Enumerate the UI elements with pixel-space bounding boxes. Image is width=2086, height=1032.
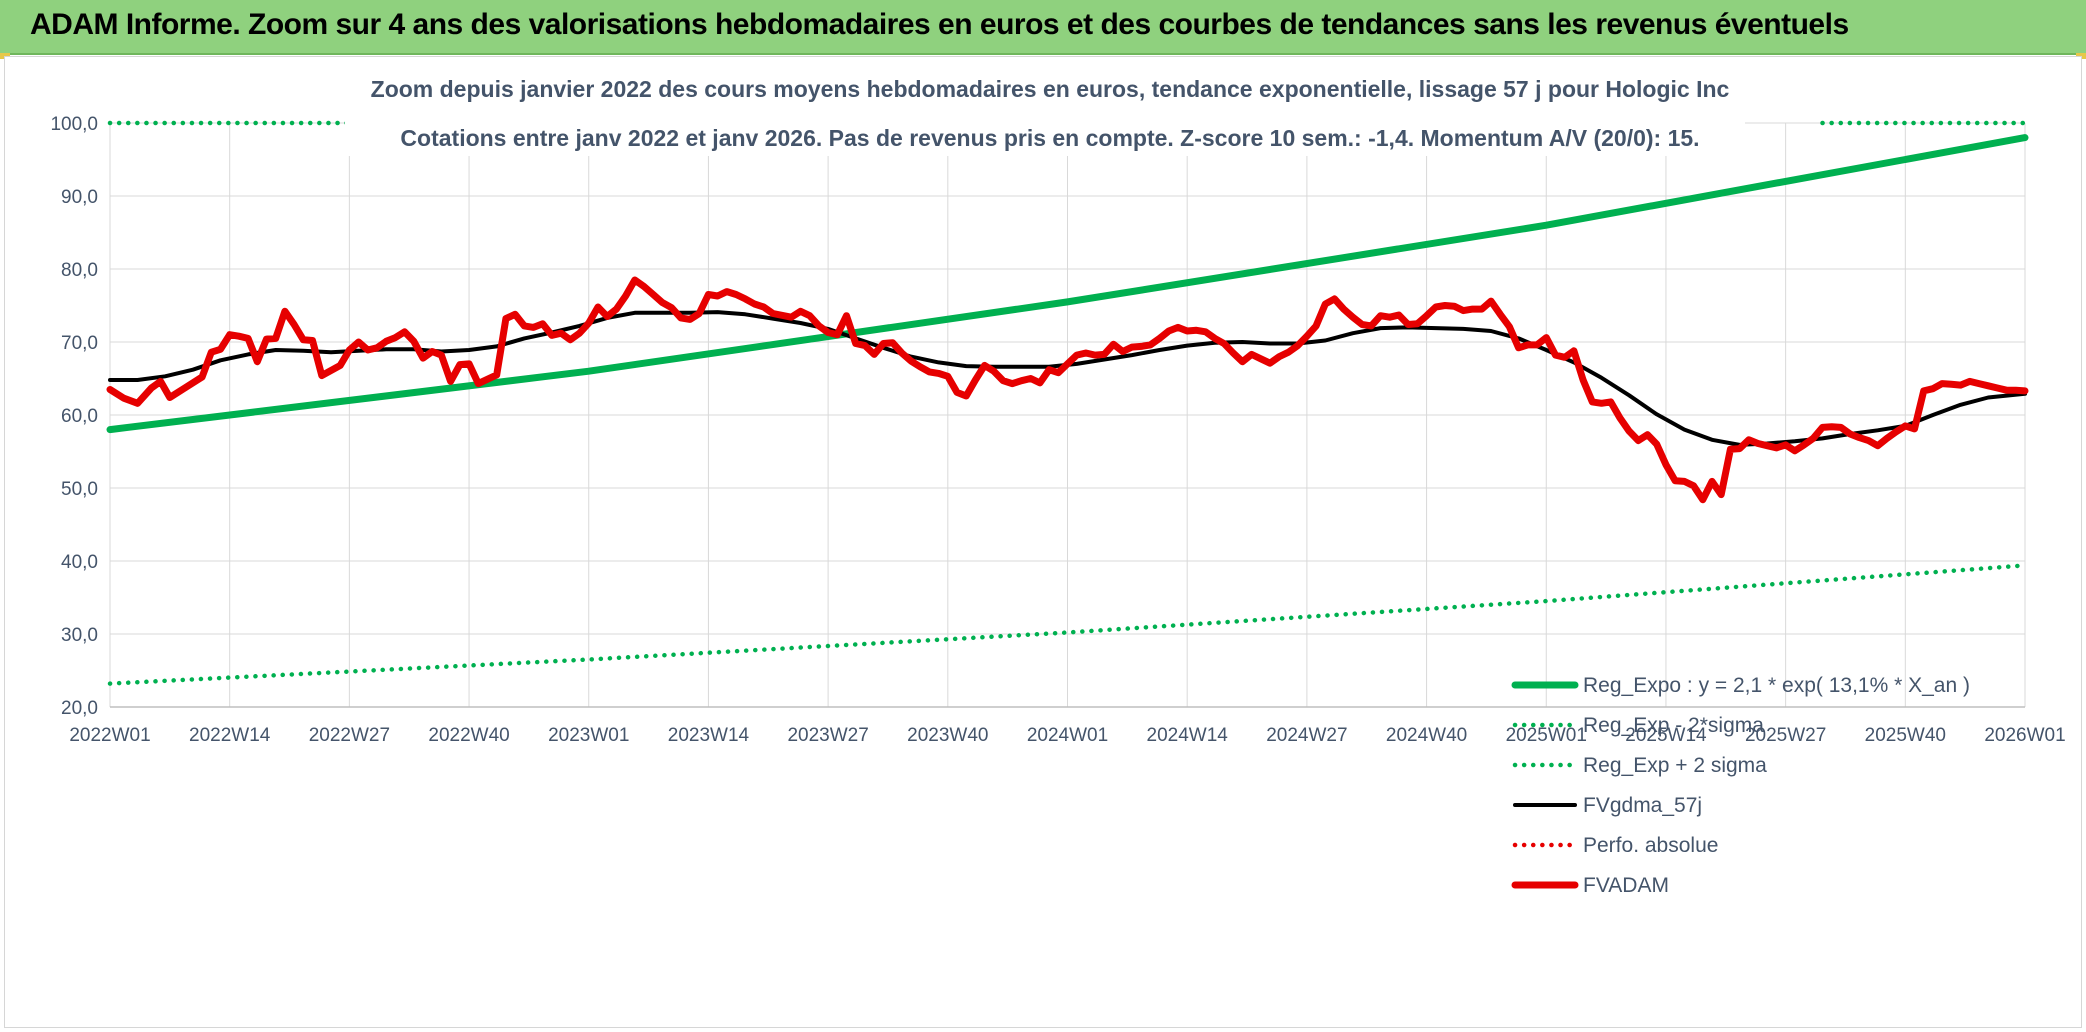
x-tick-label: 2022W27 (309, 725, 390, 746)
legend-label: Perfo. absolue (1583, 834, 1718, 857)
series-group (106, 120, 2029, 686)
y-tick-label: 80,0 (61, 260, 98, 281)
x-tick-label: 2026W01 (1984, 725, 2065, 746)
legend-label: Reg_Expo : y = 2,1 * exp( 13,1% * X_an ) (1583, 674, 1970, 697)
x-tick-label: 2022W14 (189, 725, 271, 746)
legend-label: Reg_Exp + 2 sigma (1583, 754, 1767, 777)
x-tick-label: 2023W27 (787, 725, 868, 746)
y-tick-label: 70,0 (61, 333, 98, 354)
chart-area: 20,0 30,0 40,0 50,0 60,0 70,0 80,0 90,0 100,0 20… (4, 56, 2082, 1028)
y-tick-label: 40,0 (61, 552, 98, 573)
y-axis: 20,0 30,0 40,0 50,0 60,0 70,0 80,0 90,0 100,0 (50, 114, 98, 719)
x-tick-label: 2023W01 (548, 725, 629, 746)
report-title: ADAM Informe. Zoom sur 4 ans des valoris… (30, 8, 1849, 41)
chart-title-line2: Cotations entre janv 2022 et janv 2026. … (400, 125, 1699, 151)
legend-label: FVADAM (1583, 874, 1669, 897)
y-tick-label: 30,0 (61, 625, 98, 646)
x-tick-label: 2024W01 (1027, 725, 1108, 746)
series-fvadam (106, 276, 2029, 504)
legend-label: FVgdma_57j (1583, 794, 1702, 817)
x-tick-label: 2022W40 (428, 725, 509, 746)
x-axis: 2022W01 2022W14 2022W27 2022W40 2023W01 2023W… (69, 706, 2066, 746)
line-chart: 20,0 30,0 40,0 50,0 60,0 70,0 80,0 90,0 100,0 20… (50, 60, 2066, 897)
y-tick-label: 100,0 (50, 114, 98, 135)
x-tick-label: 2025W27 (1745, 725, 1826, 746)
x-tick-label: 2024W40 (1386, 725, 1467, 746)
chart-legend: Reg_Expo : y = 2,1 * exp( 13,1% * X_an )… (1511, 674, 1970, 897)
grid-lines (109, 122, 2026, 708)
y-tick-label: 60,0 (61, 406, 98, 427)
x-tick-label: 2025W14 (1625, 725, 1707, 746)
y-tick-label: 90,0 (61, 187, 98, 208)
y-tick-label: 50,0 (61, 479, 98, 500)
report-banner: ADAM Informe. Zoom sur 4 ans des valoris… (0, 0, 2086, 55)
x-tick-label: 2022W01 (69, 725, 150, 746)
legend-label: Reg_Exp - 2*sigma (1583, 714, 1764, 737)
x-tick-label: 2025W40 (1865, 725, 1946, 746)
chart-titles: Zoom depuis janvier 2022 des cours moyen… (345, 60, 1745, 156)
x-tick-label: 2023W14 (668, 725, 750, 746)
chart-title-line1: Zoom depuis janvier 2022 des cours moyen… (371, 76, 1730, 102)
x-tick-label: 2025W01 (1506, 725, 1587, 746)
series-reg-exp-minus-2sigma (107, 563, 2028, 686)
x-tick-label: 2024W14 (1147, 725, 1229, 746)
series-reg-expo (106, 134, 2029, 434)
title-backdrop (345, 60, 1745, 156)
x-tick-label: 2024W27 (1266, 725, 1347, 746)
x-tick-label: 2023W40 (907, 725, 988, 746)
y-tick-label: 20,0 (61, 698, 98, 719)
